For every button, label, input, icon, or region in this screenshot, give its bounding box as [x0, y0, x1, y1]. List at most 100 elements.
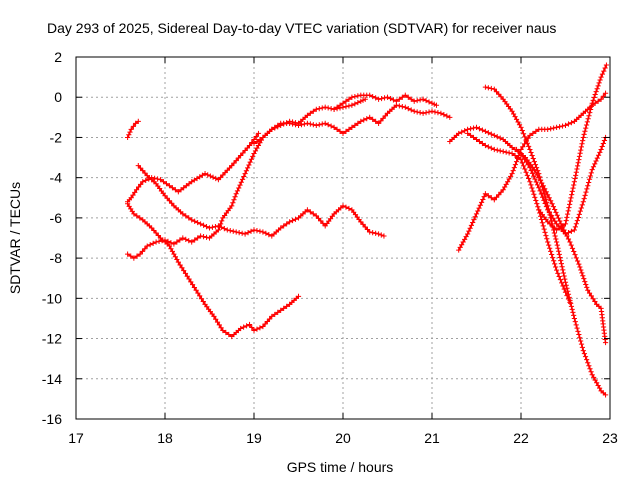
data-point-marker — [494, 134, 500, 140]
data-point-marker — [586, 290, 593, 296]
data-point-marker — [581, 351, 588, 357]
data-point-marker — [580, 134, 586, 141]
data-point-marker — [555, 245, 561, 251]
data-point-marker — [189, 239, 195, 245]
data-point-marker — [561, 227, 567, 233]
data-point-marker — [552, 261, 558, 267]
x-tick-label: 21 — [424, 430, 440, 446]
data-point-marker — [597, 149, 603, 155]
data-point-marker — [578, 144, 584, 150]
data-point-marker — [552, 206, 558, 213]
data-point-marker — [168, 246, 174, 252]
data-point-marker — [414, 97, 420, 104]
data-point-marker — [551, 230, 557, 236]
x-tick-label: 18 — [157, 430, 173, 446]
data-point-marker — [186, 276, 192, 282]
series-track-2 — [125, 130, 262, 205]
data-point-marker — [519, 127, 525, 134]
series-line — [137, 165, 385, 237]
y-tick-label: 0 — [54, 89, 62, 105]
data-point-marker — [584, 357, 590, 363]
data-point-marker — [478, 199, 485, 205]
data-point-marker — [246, 321, 253, 328]
data-point-marker — [524, 140, 530, 146]
data-point-marker — [479, 127, 486, 133]
data-point-marker — [527, 146, 533, 153]
data-point-marker — [539, 180, 545, 186]
data-point-marker — [175, 259, 181, 265]
data-point-marker — [199, 172, 205, 178]
data-point-marker — [536, 185, 542, 191]
data-point-marker — [562, 230, 569, 236]
x-tick-label: 23 — [602, 430, 618, 446]
data-point-marker — [250, 153, 256, 160]
data-point-marker — [485, 193, 491, 199]
data-point-marker — [322, 120, 328, 126]
data-point-marker — [531, 167, 537, 173]
data-point-marker — [343, 204, 349, 210]
data-point-marker — [513, 116, 520, 122]
data-point-marker — [343, 98, 349, 104]
data-point-marker — [213, 175, 219, 182]
data-point-marker — [556, 124, 563, 130]
data-point-marker — [512, 114, 518, 120]
data-point-marker — [546, 195, 552, 201]
data-point-marker — [275, 122, 281, 128]
data-point-marker — [218, 221, 224, 227]
data-point-marker — [215, 227, 221, 233]
data-point-marker — [370, 116, 376, 122]
data-point-marker — [477, 202, 483, 208]
data-point-marker — [585, 183, 591, 189]
data-point-marker — [536, 175, 542, 181]
data-point-marker — [432, 109, 438, 115]
data-point-marker — [520, 163, 527, 169]
data-point-marker — [531, 191, 537, 197]
data-point-marker — [575, 328, 581, 334]
data-point-marker — [247, 159, 253, 165]
data-point-marker — [548, 218, 555, 224]
data-point-marker — [602, 339, 609, 346]
data-point-marker — [238, 325, 244, 332]
data-point-marker — [579, 270, 585, 276]
data-point-marker — [367, 114, 373, 120]
data-point-marker — [585, 116, 591, 122]
data-point-marker — [402, 104, 408, 110]
data-point-marker — [301, 121, 308, 127]
data-point-marker — [468, 222, 475, 228]
data-point-marker — [230, 200, 236, 206]
data-point-marker — [352, 101, 358, 107]
data-point-marker — [579, 344, 586, 351]
data-point-marker — [349, 102, 355, 108]
data-point-marker — [577, 208, 583, 214]
data-point-marker — [565, 288, 571, 294]
data-point-marker — [537, 188, 543, 194]
data-point-marker — [592, 377, 598, 383]
data-point-marker — [588, 369, 594, 375]
data-point-marker — [310, 211, 316, 217]
data-point-marker — [322, 104, 328, 110]
data-point-marker — [242, 231, 248, 237]
data-point-marker — [242, 171, 248, 177]
data-point-marker — [218, 325, 224, 331]
data-point-marker — [594, 86, 600, 92]
y-tick-label: -10 — [42, 290, 62, 306]
data-point-marker — [179, 265, 185, 271]
data-point-marker — [130, 123, 137, 129]
data-point-marker — [526, 175, 532, 182]
data-point-marker — [567, 198, 573, 204]
data-point-marker — [488, 195, 494, 201]
data-point-marker — [533, 179, 539, 185]
data-point-marker — [581, 195, 587, 202]
data-point-marker — [545, 206, 552, 212]
data-point-marker — [252, 148, 259, 154]
data-point-marker — [183, 236, 189, 242]
data-point-marker — [205, 172, 211, 178]
data-point-marker — [254, 138, 260, 145]
data-point-marker — [278, 225, 284, 231]
series-track-12 — [513, 146, 609, 346]
data-point-marker — [260, 229, 266, 235]
data-point-marker — [578, 205, 584, 211]
data-point-marker — [560, 267, 566, 273]
data-point-marker — [580, 273, 586, 279]
